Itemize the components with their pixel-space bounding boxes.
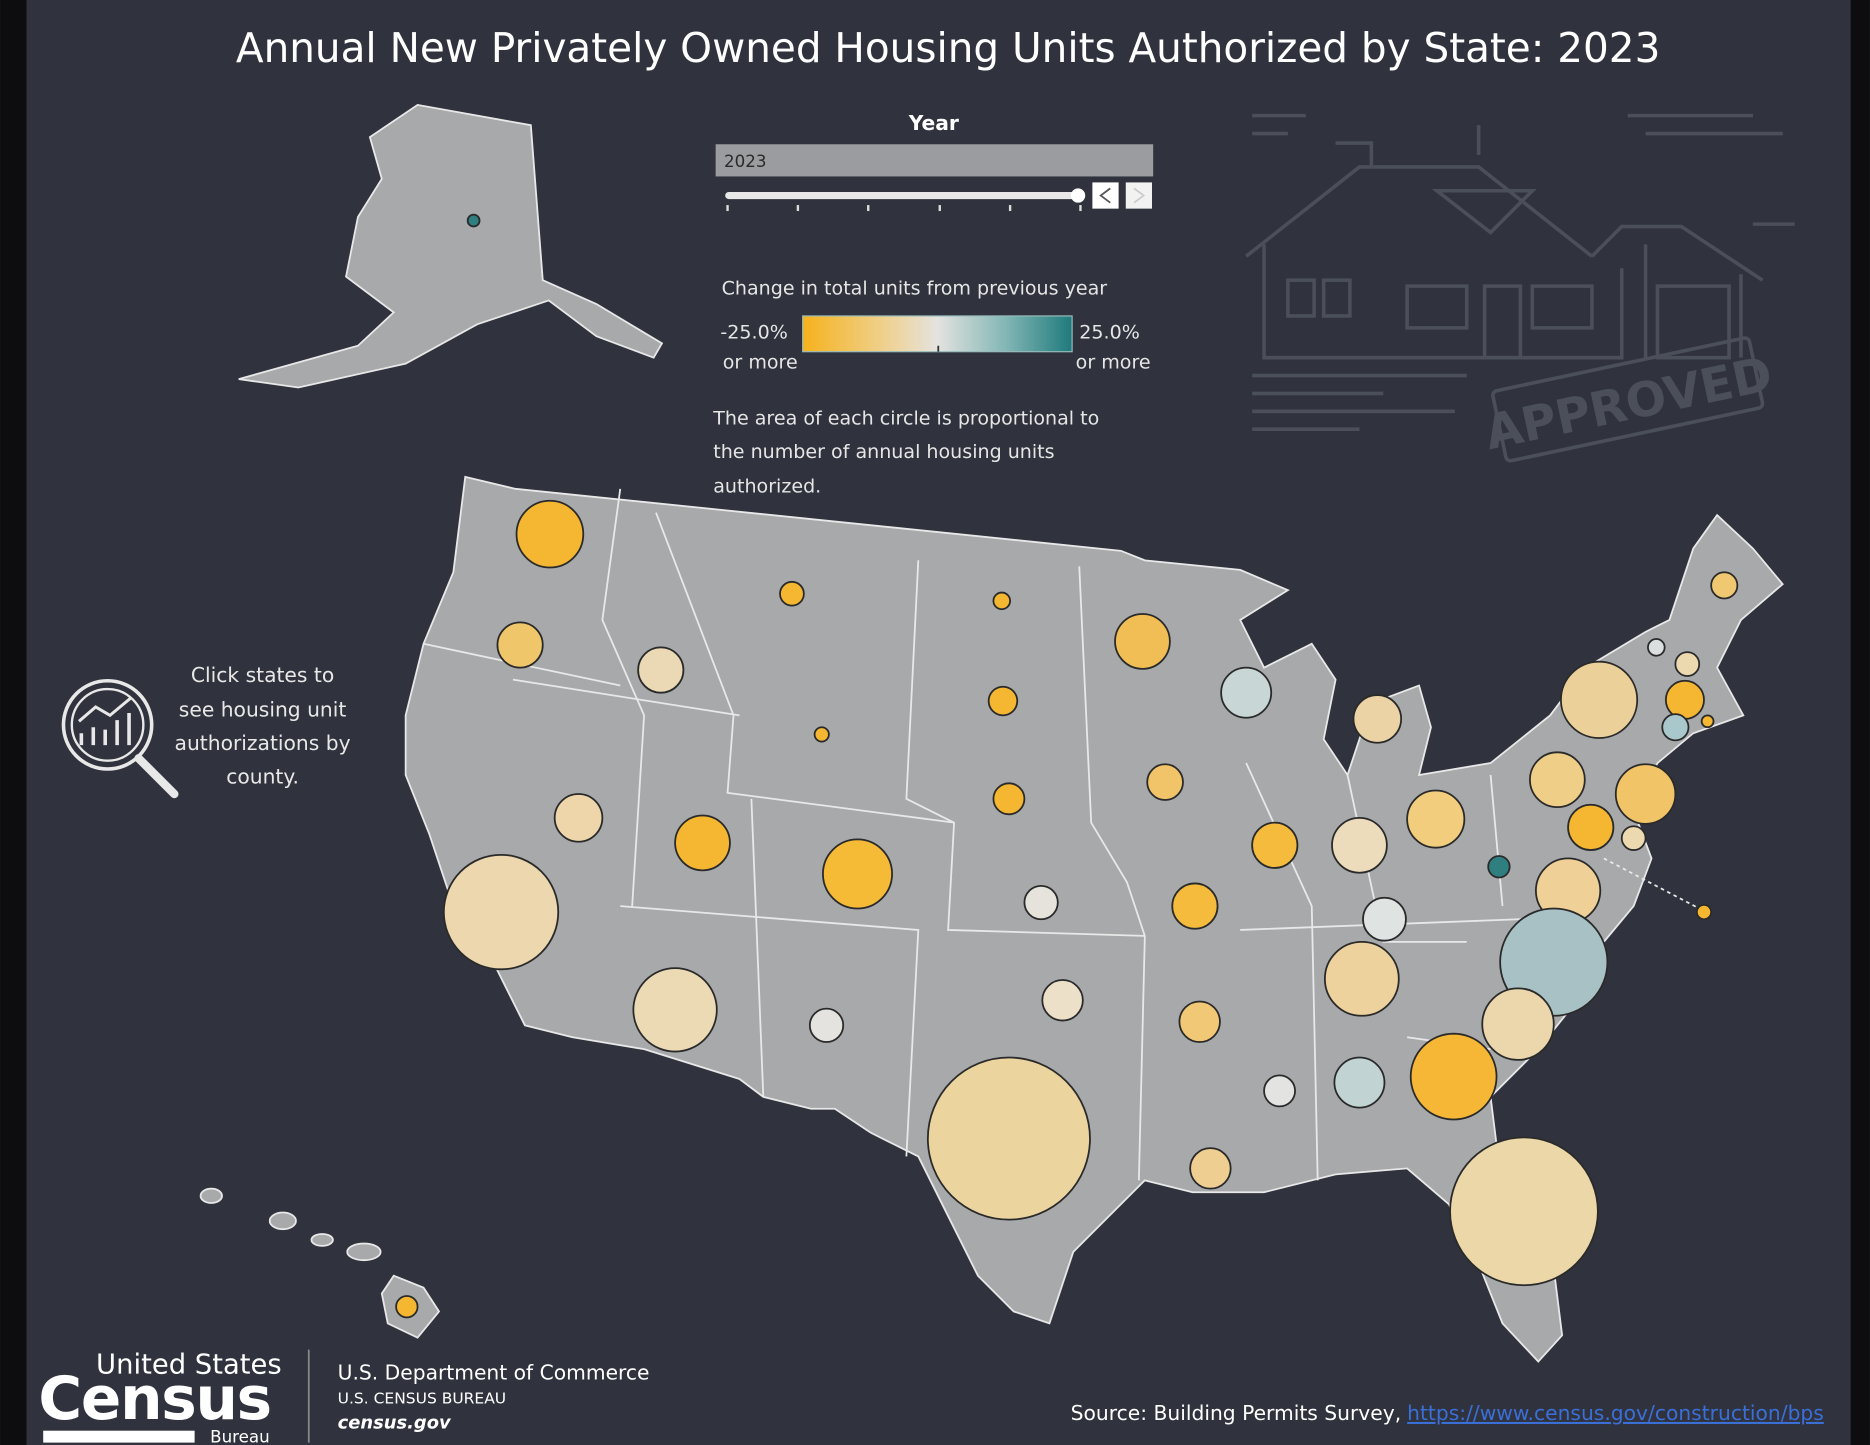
color-scale-midpoint — [937, 345, 940, 352]
chevron-left-icon — [1099, 187, 1111, 204]
state-bubble[interactable] — [1323, 940, 1400, 1017]
size-note-line-1: The area of each circle is proportional … — [712, 407, 1099, 429]
year-slider[interactable] — [725, 188, 1086, 212]
legend-min-label: -25.0% — [720, 322, 787, 344]
year-next-button[interactable] — [1125, 182, 1152, 209]
state-bubble[interactable] — [1333, 1056, 1386, 1109]
chevron-right-icon — [1133, 187, 1146, 204]
state-bubble[interactable] — [1614, 763, 1677, 825]
source-link[interactable]: https://www.census.gov/construction/bps — [1407, 1401, 1824, 1425]
state-bubble[interactable] — [1409, 1032, 1498, 1121]
state-bubble[interactable] — [466, 213, 481, 228]
hint-line-2: see housing unit — [179, 698, 347, 722]
state-bubble[interactable] — [987, 685, 1019, 717]
size-note-line-3: authorized. — [713, 475, 821, 497]
census-logo: United States Census Bureau — [38, 1349, 281, 1445]
state-bubble[interactable] — [1700, 714, 1715, 729]
state-bubble[interactable] — [808, 1007, 845, 1043]
state-bubble[interactable] — [637, 646, 685, 694]
legend-max-sub: or more — [1076, 351, 1151, 373]
page-title: Annual New Privately Owned Housing Units… — [236, 24, 1661, 72]
state-bubble[interactable] — [1331, 816, 1388, 874]
state-bubble[interactable] — [515, 499, 585, 569]
svg-text:United States: United States — [96, 1349, 282, 1380]
year-dropdown[interactable]: 2023 — [715, 144, 1154, 177]
hint-line-3: authorizations by — [175, 731, 351, 755]
dept-name: U.S. Department of Commerce — [338, 1360, 650, 1384]
state-bubble[interactable] — [1664, 679, 1705, 720]
state-bubble[interactable] — [442, 853, 560, 971]
state-bubble[interactable] — [632, 967, 718, 1053]
state-bubble[interactable] — [674, 814, 731, 872]
state-bubble[interactable] — [992, 782, 1026, 816]
state-bubble[interactable] — [1023, 884, 1059, 921]
state-bubble[interactable] — [1263, 1074, 1296, 1108]
year-prev-button[interactable] — [1092, 182, 1119, 209]
state-bubble[interactable] — [496, 621, 544, 669]
magnifier-chart-icon — [61, 678, 179, 799]
state-bubble[interactable] — [926, 1056, 1091, 1221]
svg-text:Census: Census — [38, 1365, 272, 1434]
legend-min-sub: or more — [723, 351, 798, 373]
state-bubbles — [395, 213, 1739, 1319]
state-bubble[interactable] — [1041, 979, 1084, 1022]
state-bubble[interactable] — [1567, 803, 1615, 851]
legend-max-label: 25.0% — [1079, 322, 1140, 344]
state-bubble[interactable] — [1189, 1147, 1232, 1190]
state-bubble[interactable] — [395, 1295, 419, 1319]
state-bubble[interactable] — [1620, 825, 1647, 851]
year-filter-label: Year — [908, 111, 959, 135]
state-bubble[interactable] — [1114, 613, 1171, 670]
state-bubble[interactable] — [1695, 904, 1713, 921]
state-bubble[interactable] — [1220, 666, 1273, 719]
state-bubble[interactable] — [1449, 1136, 1599, 1287]
state-bubble[interactable] — [1352, 694, 1403, 744]
svg-text:Bureau: Bureau — [210, 1428, 270, 1445]
alaska[interactable] — [238, 103, 664, 389]
state-bubble[interactable] — [1406, 789, 1466, 849]
state-bubble[interactable] — [992, 591, 1012, 611]
size-note-line-2: the number of annual housing units — [713, 441, 1054, 463]
slider-handle[interactable] — [1070, 188, 1086, 203]
footer-divider — [307, 1349, 310, 1443]
state-bubble[interactable] — [1560, 660, 1639, 739]
state-bubble[interactable] — [1710, 571, 1739, 600]
state-bubble[interactable] — [1251, 821, 1299, 869]
bureau-name: U.S. CENSUS BUREAU — [338, 1389, 506, 1407]
state-bubble[interactable] — [1481, 987, 1555, 1061]
right-edge — [1850, 0, 1870, 1445]
state-bubble[interactable] — [1647, 638, 1666, 657]
state-bubble[interactable] — [1178, 1000, 1221, 1043]
state-bubble[interactable] — [822, 838, 893, 910]
hint-line-4: county. — [226, 764, 299, 788]
state-bubble[interactable] — [553, 793, 604, 843]
state-bubble[interactable] — [779, 580, 805, 607]
year-dropdown-value: 2023 — [724, 152, 766, 171]
legend-title: Change in total units from previous year — [722, 277, 1108, 299]
state-bubble[interactable] — [813, 726, 830, 743]
state-bubble[interactable] — [1146, 763, 1184, 801]
hint-line-1: Click states to — [191, 663, 334, 687]
state-bubble[interactable] — [1171, 882, 1219, 930]
state-bubble[interactable] — [1529, 751, 1586, 809]
state-bubble[interactable] — [1674, 651, 1701, 677]
census-site[interactable]: census.gov — [338, 1412, 452, 1433]
left-edge — [0, 0, 27, 1445]
state-bubble[interactable] — [1362, 896, 1407, 942]
source-label: Source: Building Permits Survey, — [1071, 1401, 1401, 1425]
state-bubble[interactable] — [1487, 855, 1511, 879]
state-bubble[interactable] — [1661, 713, 1690, 742]
